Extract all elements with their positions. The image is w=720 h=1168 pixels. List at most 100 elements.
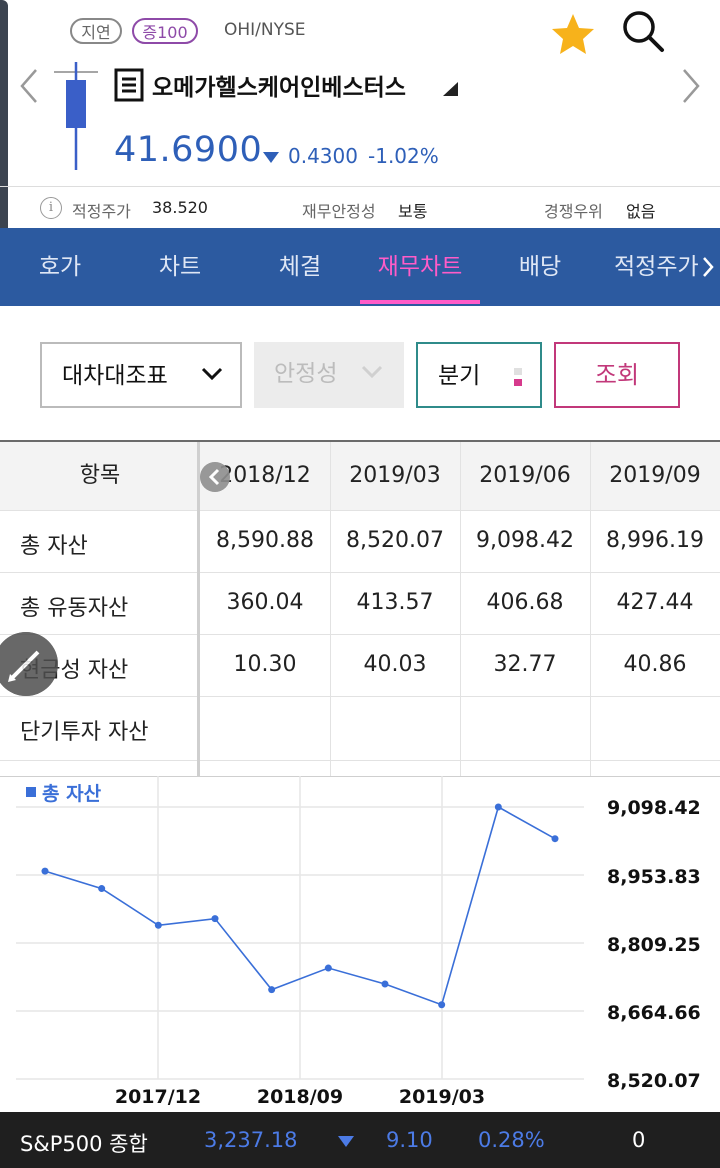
legend-marker bbox=[26, 787, 36, 797]
table-top-border bbox=[0, 440, 720, 442]
tab-trades[interactable]: 체결 bbox=[278, 254, 322, 280]
data-point bbox=[154, 921, 162, 929]
table-row-label: 총 자산 bbox=[20, 534, 88, 559]
data-point bbox=[324, 964, 332, 972]
tab-financial-chart[interactable]: 재무차트 bbox=[377, 254, 463, 280]
table-cell: 360.04 bbox=[226, 590, 304, 615]
y-tick-label: 8,520.07 bbox=[607, 1070, 701, 1092]
table-header-row bbox=[0, 442, 720, 510]
active-tab-indicator bbox=[360, 300, 480, 304]
statement-select-value: 대차대조표 bbox=[62, 363, 168, 389]
edit-pencil-icon[interactable] bbox=[0, 632, 58, 696]
series-line bbox=[44, 805, 556, 1006]
period-select-value: 분기 bbox=[438, 363, 481, 389]
current-price: 41.6900 bbox=[114, 130, 263, 170]
period-toggle-icon bbox=[514, 368, 522, 386]
stock-info-document-icon[interactable] bbox=[114, 68, 144, 102]
x-tick-label: 2017/12 bbox=[115, 1086, 201, 1108]
table-header-item: 항목 bbox=[79, 463, 121, 488]
table-header-period: 2019/03 bbox=[349, 463, 441, 488]
stability-label: 재무안정성 bbox=[302, 202, 376, 221]
search-icon[interactable] bbox=[618, 6, 668, 56]
price-down-triangle-icon bbox=[263, 152, 279, 163]
x-tick-label: 2018/09 bbox=[257, 1086, 343, 1108]
period-select[interactable]: 분기 bbox=[416, 342, 542, 408]
column-divider bbox=[590, 442, 591, 776]
row-divider bbox=[0, 634, 720, 635]
row-divider bbox=[0, 696, 720, 697]
data-point bbox=[98, 885, 106, 893]
index-change: 9.10 bbox=[386, 1128, 433, 1152]
table-cell: 8,590.88 bbox=[216, 528, 314, 553]
previous-stock-chevron-icon[interactable] bbox=[14, 66, 44, 106]
table-cell: 40.86 bbox=[623, 652, 687, 677]
table-scroll-left-icon[interactable] bbox=[200, 462, 230, 492]
candlestick-icon bbox=[54, 62, 98, 170]
y-tick-label: 8,809.25 bbox=[607, 934, 701, 956]
tab-bar: 호가 차트 체결 재무차트 배당 적정주가 bbox=[0, 228, 720, 306]
fair-price-label: 적정주가 bbox=[72, 202, 131, 221]
tab-scroll-right-chevron-icon[interactable] bbox=[698, 252, 718, 282]
table-cell: 40.03 bbox=[363, 652, 427, 677]
chevron-down-icon bbox=[201, 367, 223, 381]
price-change: 0.4300 bbox=[288, 144, 358, 168]
delay-badge: 지연 bbox=[70, 18, 122, 44]
data-point bbox=[494, 803, 502, 811]
statement-select[interactable]: 대차대조표 bbox=[40, 342, 242, 408]
y-tick-label: 8,953.83 bbox=[607, 866, 701, 888]
metric-select-value: 안정성 bbox=[274, 361, 338, 387]
data-point bbox=[211, 915, 219, 923]
metric-select: 안정성 bbox=[254, 342, 404, 408]
competitive-advantage-label: 경쟁우위 bbox=[544, 202, 603, 221]
notification-count: 0 bbox=[632, 1128, 646, 1152]
table-cell: 32.77 bbox=[493, 652, 557, 677]
tab-orderbook[interactable]: 호가 bbox=[38, 254, 82, 280]
table-row-label: 단기투자 자산 bbox=[20, 720, 149, 745]
view-button[interactable]: 조회 bbox=[554, 342, 680, 408]
fair-price-value: 38.520 bbox=[152, 198, 208, 217]
chevron-down-icon bbox=[361, 365, 383, 379]
row-divider bbox=[0, 760, 720, 761]
table-cell: 8,996.19 bbox=[606, 528, 704, 553]
data-point bbox=[551, 835, 559, 843]
row-divider bbox=[0, 572, 720, 573]
tab-dividend[interactable]: 배당 bbox=[518, 254, 562, 280]
margin-badge: 증100 bbox=[132, 18, 198, 44]
legend-label: 총 자산 bbox=[42, 783, 102, 805]
table-bottom-border bbox=[0, 776, 720, 777]
table-header-period: 2019/06 bbox=[479, 463, 571, 488]
x-tick-label: 2019/03 bbox=[399, 1086, 485, 1108]
price-change-percent: -1.02% bbox=[368, 144, 439, 168]
table-cell: 413.57 bbox=[356, 590, 434, 615]
index-down-triangle-icon bbox=[338, 1136, 354, 1147]
y-tick-label: 8,664.66 bbox=[607, 1002, 701, 1024]
data-point bbox=[41, 867, 49, 875]
table-header-period: 2019/09 bbox=[609, 463, 701, 488]
tab-chart[interactable]: 차트 bbox=[158, 254, 202, 280]
competitive-advantage-value: 없음 bbox=[626, 202, 656, 221]
stock-name[interactable]: 오메가헬스케어인베스터스 bbox=[152, 75, 406, 101]
tab-fair-price[interactable]: 적정주가 bbox=[614, 254, 699, 280]
favorite-star-icon[interactable] bbox=[548, 10, 598, 60]
header-divider bbox=[0, 186, 720, 187]
data-point bbox=[381, 980, 389, 988]
market-index-bar[interactable]: S&P500 종합 3,237.18 9.10 0.28% 0 bbox=[0, 1112, 720, 1168]
ticker-symbol: OHI/NYSE bbox=[224, 20, 306, 40]
table-header-period: 2018/12 bbox=[219, 463, 311, 488]
data-point bbox=[268, 986, 276, 994]
data-point bbox=[438, 1001, 446, 1009]
next-stock-chevron-icon[interactable] bbox=[676, 66, 706, 106]
info-icon[interactable]: i bbox=[40, 197, 62, 219]
column-divider bbox=[460, 442, 461, 776]
table-cell: 10.30 bbox=[233, 652, 297, 677]
column-divider bbox=[197, 442, 200, 776]
stock-name-dropdown-icon[interactable] bbox=[440, 80, 460, 98]
total-assets-line-chart: 총 자산 2017/12 2018/09 2019/03 9,098.42 8,… bbox=[16, 776, 701, 1108]
y-tick-label: 9,098.42 bbox=[607, 797, 701, 819]
row-divider bbox=[0, 510, 720, 511]
table-row-label: 총 유동자산 bbox=[20, 596, 129, 621]
index-value: 3,237.18 bbox=[204, 1128, 298, 1152]
table-cell: 9,098.42 bbox=[476, 528, 574, 553]
table-cell: 427.44 bbox=[616, 590, 694, 615]
index-change-percent: 0.28% bbox=[478, 1128, 545, 1152]
